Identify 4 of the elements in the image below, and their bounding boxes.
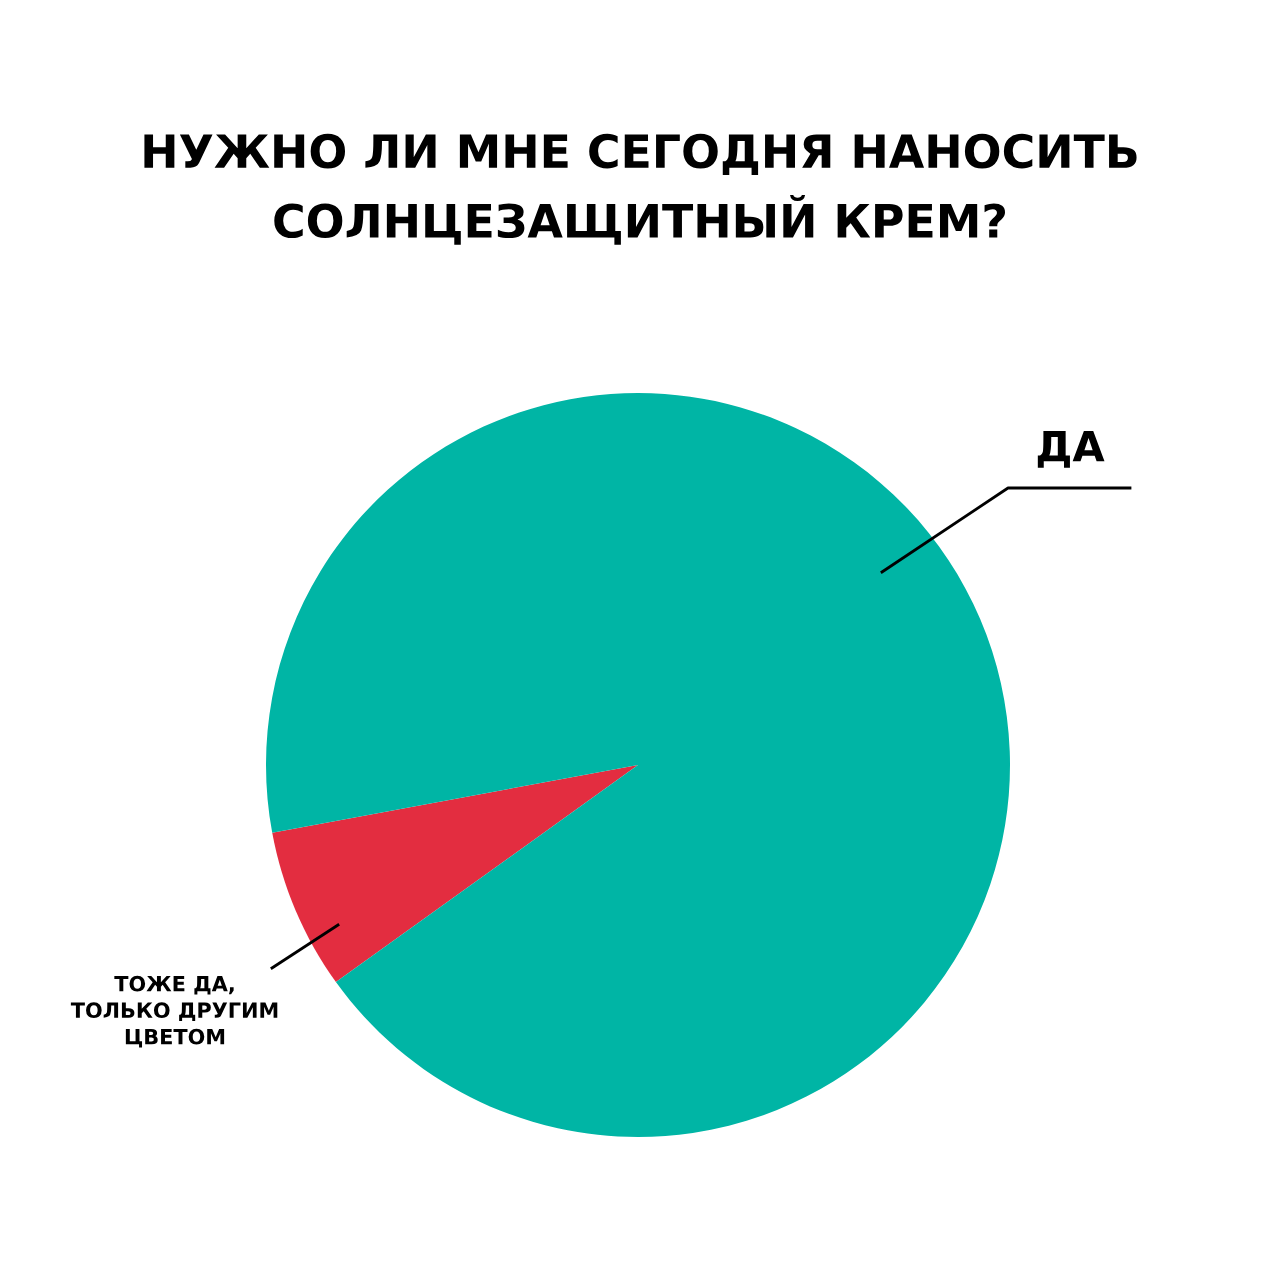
slice-label: ДА (1037, 430, 1105, 468)
slice-label: ТОЖЕ ДА, ТОЛЬКО ДРУГИМ ЦВЕТОМ (70, 975, 278, 1048)
chart-title: НУЖНО ЛИ МНЕ СЕГОДНЯ НАНОСИТЬ СОЛНЦЕЗАЩИТНЫЙ КРЕМ? (144, 133, 1137, 245)
pie-slice (272, 765, 638, 983)
